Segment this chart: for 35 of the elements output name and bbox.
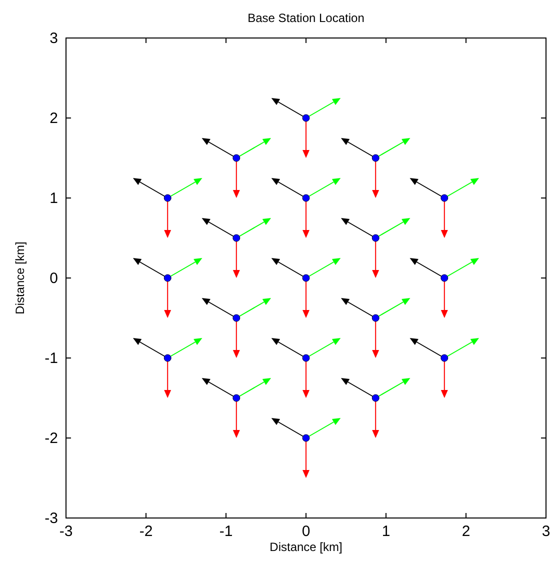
point — [302, 194, 310, 202]
y-tick-label: 2 — [50, 110, 58, 127]
x-axis-title: Distance [km] — [270, 540, 342, 554]
point — [232, 234, 240, 242]
point — [372, 154, 380, 162]
point — [440, 274, 448, 282]
point — [302, 114, 310, 122]
point — [164, 354, 172, 362]
x-tick-label: 0 — [302, 523, 310, 540]
point — [372, 394, 380, 402]
y-tick-label: -2 — [44, 430, 58, 447]
point — [232, 394, 240, 402]
x-tick-label: -2 — [139, 523, 153, 540]
point — [372, 314, 380, 322]
point — [302, 434, 310, 442]
point — [440, 354, 448, 362]
y-tick-label: 3 — [50, 30, 58, 47]
y-tick-label: 0 — [50, 270, 58, 287]
point — [302, 354, 310, 362]
point — [164, 194, 172, 202]
x-tick-label: 1 — [382, 523, 390, 540]
point — [232, 314, 240, 322]
y-tick-label: 1 — [50, 190, 58, 207]
point — [232, 154, 240, 162]
point — [164, 274, 172, 282]
y-tick-label: -3 — [44, 510, 58, 527]
point — [440, 194, 448, 202]
x-tick-label: 2 — [462, 523, 470, 540]
point — [302, 274, 310, 282]
y-axis-title: Distance [km] — [13, 242, 27, 314]
y-tick-label: -1 — [44, 350, 58, 367]
x-tick-label: 3 — [542, 523, 550, 540]
point — [372, 234, 380, 242]
x-tick-label: -1 — [219, 523, 233, 540]
chart-title: Base Station Location — [248, 11, 364, 25]
